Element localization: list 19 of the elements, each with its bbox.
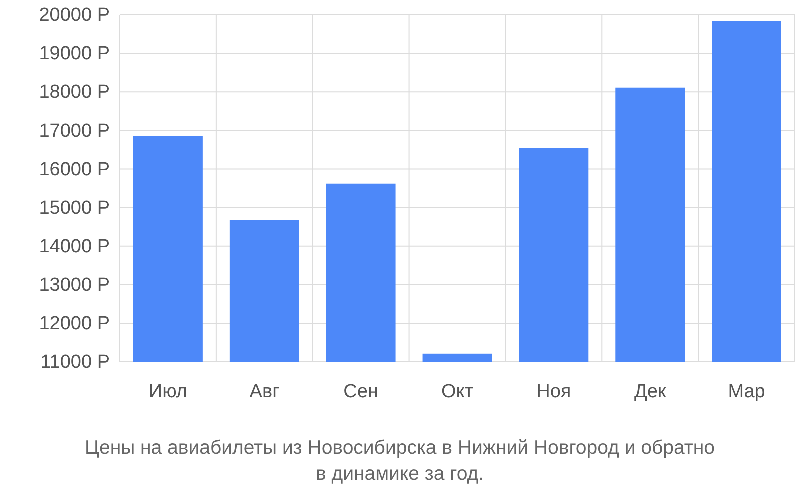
x-tick-label: Мар: [728, 381, 766, 402]
x-tick-label: Окт: [441, 381, 474, 402]
x-tick-label: Авг: [250, 381, 280, 402]
text: в динамике за год.: [316, 463, 484, 485]
text: Цены на авиабилеты из Новосибирска в Нижний Новгород и обратно: [85, 437, 716, 459]
y-tick-label: 11000 Р: [40, 352, 110, 374]
x-tick-label: Ноя: [536, 381, 572, 402]
y-tick-label: 13000 Р: [39, 274, 110, 296]
y-tick-label: 15000 Р: [39, 198, 110, 219]
x-tick-label: Дек: [634, 381, 667, 402]
y-tick-label: 19000 Р: [39, 44, 110, 65]
y-tick-label: 16000 Р: [39, 159, 110, 180]
x-tick-label: Июл: [148, 381, 188, 402]
x-tick-label: Сен: [344, 381, 378, 402]
y-tick-label: 14000 Р: [39, 236, 110, 258]
y-tick-label: 17000 Р: [39, 120, 110, 142]
y-tick-label: 18000 Р: [39, 82, 110, 104]
y-tick-label: 12000 Р: [39, 314, 110, 335]
y-tick-label: 20000 Р: [39, 5, 110, 26]
